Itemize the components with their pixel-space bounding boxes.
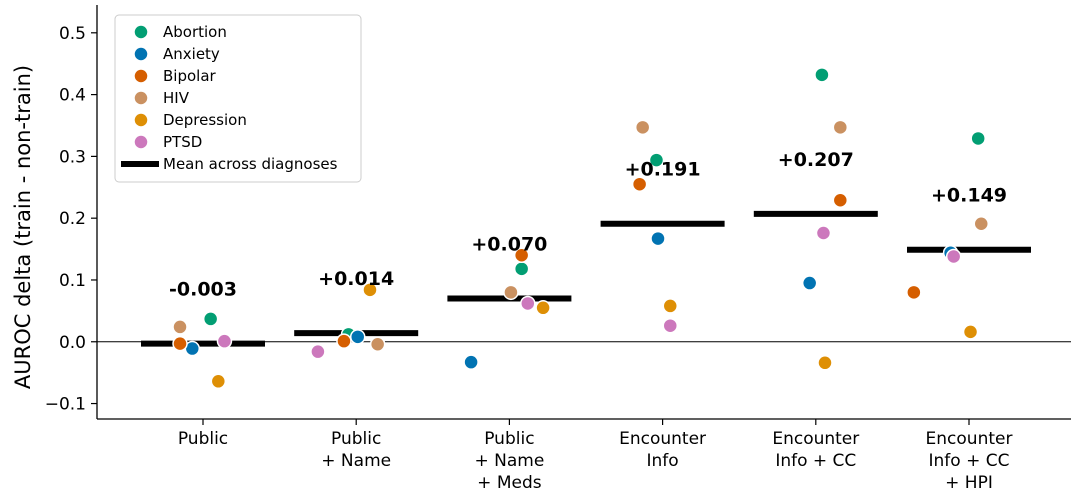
y-axis-title: AUROC delta (train - non-train) <box>11 65 35 389</box>
x-tick-label-line: Info + CC <box>775 451 856 471</box>
x-tick-label-line: + Name <box>321 451 391 471</box>
legend-item-abortion: Abortion <box>133 23 227 41</box>
data-point-hiv <box>973 215 990 232</box>
legend-item-anxiety: Anxiety <box>133 45 220 63</box>
data-point-hiv <box>832 119 849 136</box>
data-point-hiv <box>369 336 386 352</box>
legend-label: Mean across diagnoses <box>163 155 338 173</box>
data-point-bipolar <box>513 247 530 264</box>
mean-labels-layer: -0.003 +0.014 +0.070 +0.191 +0.207 +0.149 <box>169 149 1007 301</box>
legend-item-ptsd: PTSD <box>133 133 202 151</box>
points-layer <box>172 67 990 390</box>
legend: Abortion Anxiety Bipolar HIV Depression PTSD M… <box>114 14 362 183</box>
legend-label: Anxiety <box>163 45 220 63</box>
data-point-abortion <box>202 311 219 327</box>
data-point-bipolar <box>906 284 922 301</box>
data-point-bipolar <box>832 192 849 209</box>
x-tick-label-line: Encounter <box>772 429 859 449</box>
data-point-abortion <box>648 152 665 168</box>
y-tick-label: 0.1 <box>59 271 86 291</box>
data-point-anxiety <box>650 230 666 247</box>
mean-value-label: -0.003 <box>169 279 237 301</box>
data-point-ptsd <box>520 295 536 312</box>
data-point-ptsd <box>310 343 326 360</box>
data-point-bipolar <box>172 335 188 352</box>
data-point-hiv <box>503 284 519 301</box>
y-tick-label: 0.3 <box>59 147 86 167</box>
x-tick-label-line: Public <box>484 429 534 449</box>
data-point-ptsd <box>662 317 679 334</box>
legend-label: Bipolar <box>163 67 217 85</box>
x-tick-label-line: Info <box>647 451 679 471</box>
legend-label: HIV <box>163 89 190 107</box>
mean-value-label: +0.014 <box>318 268 394 290</box>
data-point-bipolar <box>336 333 352 349</box>
data-point-depression <box>210 373 227 390</box>
mean-bars-layer <box>141 210 1031 347</box>
x-tick-label-line: Encounter <box>619 429 706 449</box>
data-point-hiv <box>634 119 651 136</box>
legend-label: Abortion <box>163 23 227 41</box>
data-point-depression <box>362 282 378 298</box>
mean-value-label: +0.149 <box>931 185 1007 207</box>
data-point-depression <box>662 298 679 314</box>
x-tick-label-line: + Name <box>474 451 544 471</box>
data-point-ptsd <box>945 248 962 265</box>
mean-value-label: +0.070 <box>471 234 547 256</box>
legend-item-hiv: HIV <box>133 89 190 107</box>
legend-item-depression: Depression <box>133 111 247 129</box>
y-tick-label: −0.1 <box>45 395 86 415</box>
data-point-depression <box>817 355 833 371</box>
legend-marker <box>133 68 149 84</box>
legend-item-mean: Mean across diagnoses <box>121 155 338 173</box>
x-tick-label: Public+ Name <box>321 429 391 471</box>
x-tick-label-line: Public <box>178 429 228 449</box>
legend-marker <box>133 134 149 150</box>
legend-label: PTSD <box>163 133 202 151</box>
x-tick-label-line: Public <box>331 429 381 449</box>
legend-marker <box>133 24 149 40</box>
legend-label: Depression <box>163 111 247 129</box>
mean-value-label: +0.207 <box>778 149 854 171</box>
x-tick-label: Public+ Name + Meds <box>474 429 544 493</box>
data-point-depression <box>962 324 979 340</box>
data-point-abortion <box>513 261 530 277</box>
y-tick-label: 0.4 <box>59 86 86 106</box>
y-tick-label: 0.2 <box>59 209 86 229</box>
legend-marker <box>133 90 149 106</box>
y-tick-label: 0.0 <box>59 333 86 353</box>
legend-frame <box>114 14 362 183</box>
mean-value-label: +0.191 <box>625 159 701 181</box>
data-point-anxiety <box>463 354 479 370</box>
data-point-ptsd <box>815 225 832 241</box>
x-tick-label-line: + HPI <box>945 473 993 492</box>
data-point-anxiety <box>801 275 818 291</box>
x-tick-label-line: Encounter <box>926 429 1013 449</box>
legend-marker <box>133 46 149 62</box>
data-point-depression <box>535 300 551 316</box>
x-tick-label-line: Info + CC <box>929 451 1010 471</box>
x-tick-label-line: + Meds <box>477 473 542 492</box>
y-tick-label: 0.5 <box>59 24 86 44</box>
legend-marker <box>133 112 149 128</box>
legend-item-bipolar: Bipolar <box>133 67 217 85</box>
data-point-hiv <box>172 319 188 335</box>
data-point-bipolar <box>631 176 648 192</box>
data-point-abortion <box>970 130 986 147</box>
x-tick-label: Public <box>178 429 228 449</box>
data-point-anxiety <box>349 329 366 345</box>
data-point-ptsd <box>216 333 233 349</box>
data-point-abortion <box>814 67 830 83</box>
